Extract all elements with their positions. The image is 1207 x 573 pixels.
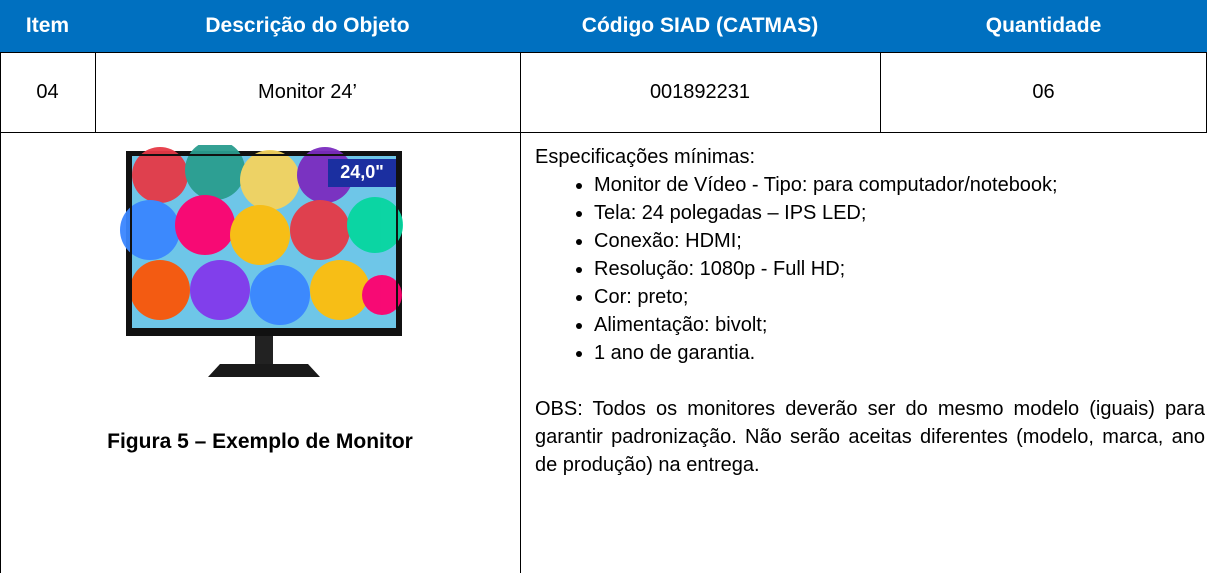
header-cell: Descrição do Objeto bbox=[95, 0, 520, 52]
spec-note: OBS: Todos os monitores deverão ser do m… bbox=[535, 398, 1205, 476]
table-cell: 04 bbox=[36, 80, 59, 103]
spec-item: Resolução: 1080p - Full HD; bbox=[594, 255, 1205, 283]
header-cell: Código SIAD (CATMAS) bbox=[520, 0, 880, 52]
border bbox=[0, 132, 1207, 133]
spec-list: Monitor de Vídeo - Tipo: para computador… bbox=[535, 171, 1205, 367]
monitor-image: 24,0" bbox=[120, 145, 403, 377]
figure-caption: Figura 5 – Exemplo de Monitor bbox=[107, 430, 413, 453]
border bbox=[520, 52, 521, 573]
spec-heading: Especificações mínimas: bbox=[535, 146, 756, 168]
border bbox=[95, 52, 96, 132]
spec-item: Tela: 24 polegadas – IPS LED; bbox=[594, 199, 1205, 227]
spec-item: Cor: preto; bbox=[594, 283, 1205, 311]
border bbox=[0, 52, 1, 573]
header-cell: Item bbox=[0, 0, 95, 52]
border bbox=[880, 52, 881, 132]
spec-item: Conexão: HDMI; bbox=[594, 227, 1205, 255]
spec-item: Alimentação: bivolt; bbox=[594, 311, 1205, 339]
spec-item: 1 ano de garantia. bbox=[594, 339, 1205, 367]
spec-cell: Especificações mínimas: Monitor de Vídeo… bbox=[535, 143, 1205, 479]
spec-item: Monitor de Vídeo - Tipo: para computador… bbox=[594, 171, 1205, 199]
header-cell: Quantidade bbox=[880, 0, 1207, 52]
table-cell: 001892231 bbox=[649, 80, 751, 103]
table-cell: Monitor 24’ bbox=[258, 80, 357, 103]
border bbox=[0, 52, 1207, 53]
table-cell: 06 bbox=[1032, 80, 1055, 103]
monitor-badge: 24,0" bbox=[340, 162, 384, 182]
